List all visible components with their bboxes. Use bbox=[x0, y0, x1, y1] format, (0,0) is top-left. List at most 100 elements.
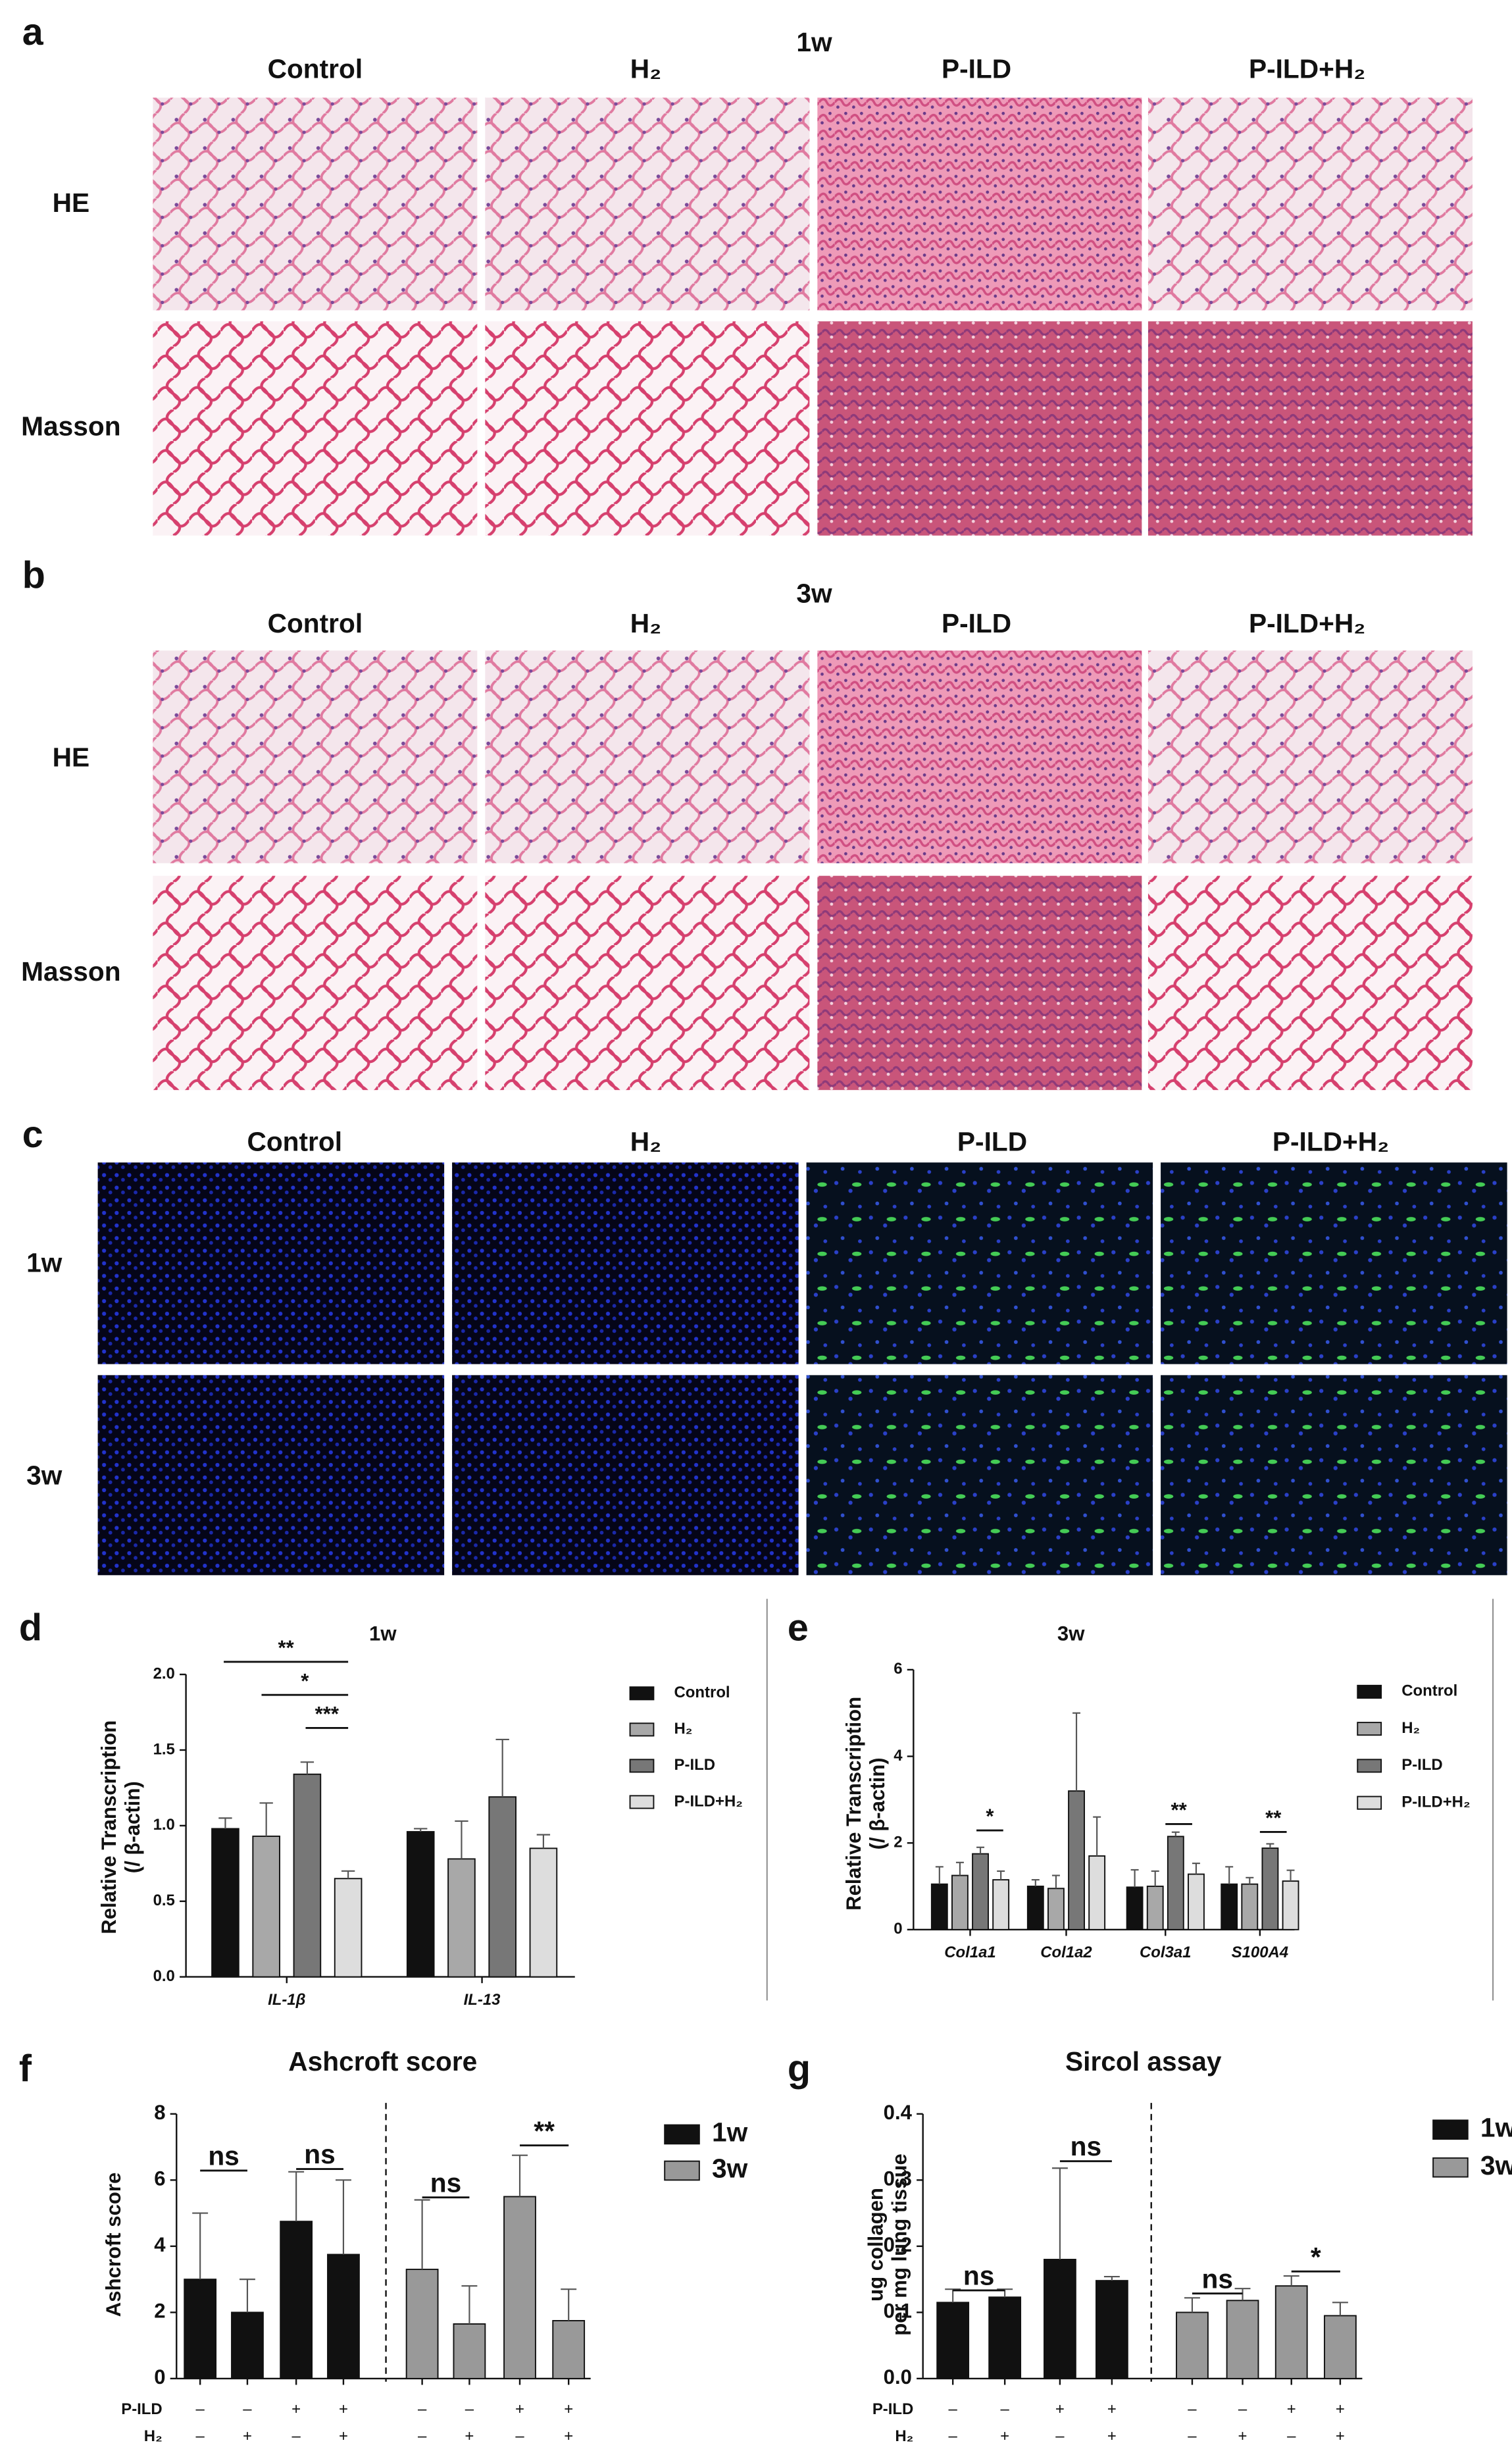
bar bbox=[293, 1773, 322, 1978]
legend-label: H₂ bbox=[1401, 1719, 1420, 1737]
y-tick-label: 0 bbox=[154, 2365, 165, 2388]
condition-name: P-ILD bbox=[872, 2400, 913, 2418]
row-label: Masson bbox=[21, 411, 120, 442]
bar bbox=[280, 2221, 313, 2379]
micrograph bbox=[452, 1162, 799, 1364]
x-tick-label: S100A4 bbox=[1232, 1944, 1288, 1961]
bar bbox=[327, 2254, 360, 2379]
significance-label: ns bbox=[1071, 2131, 1101, 2161]
condition-mark: – bbox=[291, 2427, 301, 2445]
y-axis-label: (/ β-actin) bbox=[866, 1757, 889, 1849]
bar bbox=[1324, 2315, 1357, 2379]
column-header: H₂ bbox=[630, 608, 661, 638]
condition-mark: + bbox=[243, 2427, 252, 2445]
micrograph bbox=[153, 97, 478, 311]
condition-mark: – bbox=[1055, 2427, 1065, 2445]
bar bbox=[988, 2296, 1022, 2379]
bar bbox=[1241, 1883, 1259, 1930]
bar bbox=[1047, 1888, 1065, 1930]
legend-swatch bbox=[629, 1686, 655, 1701]
significance-label: ns bbox=[963, 2260, 994, 2290]
y-tick-label: 2 bbox=[894, 1834, 902, 1851]
legend-swatch bbox=[1357, 1684, 1382, 1699]
chart-title: Ashcroft score bbox=[288, 2046, 477, 2077]
condition-mark: + bbox=[1107, 2400, 1117, 2418]
y-tick-label: 0.2 bbox=[884, 2233, 912, 2256]
significance-label: * bbox=[1311, 2242, 1321, 2272]
micrograph bbox=[806, 1375, 1153, 1576]
micrograph bbox=[817, 875, 1142, 1091]
y-axis-label: (/ β-actin) bbox=[121, 1781, 144, 1873]
panel-label: f bbox=[19, 2048, 32, 2090]
y-tick-label: 0.4 bbox=[884, 2101, 913, 2124]
micrograph bbox=[1147, 875, 1473, 1091]
bar bbox=[184, 2279, 217, 2379]
micrograph bbox=[806, 1162, 1153, 1364]
y-axis-label: per mg lung tissue bbox=[888, 2154, 911, 2336]
chart-title: 1w bbox=[369, 1622, 397, 1645]
y-tick-label: 0.1 bbox=[884, 2300, 912, 2323]
micrograph bbox=[1161, 1162, 1507, 1364]
condition-mark: + bbox=[1000, 2427, 1009, 2445]
condition-mark: – bbox=[243, 2400, 252, 2418]
panel-label: d bbox=[19, 1607, 42, 1649]
condition-mark: + bbox=[1336, 2400, 1345, 2418]
bar bbox=[334, 1878, 363, 1978]
y-tick-label: 2 bbox=[154, 2300, 165, 2323]
significance-label: ns bbox=[430, 2167, 461, 2198]
micrograph bbox=[1161, 1375, 1507, 1576]
micrograph bbox=[153, 650, 478, 864]
column-header: P-ILD bbox=[942, 53, 1011, 84]
bar bbox=[1188, 1873, 1205, 1930]
micrograph bbox=[153, 875, 478, 1091]
column-header: H₂ bbox=[630, 1126, 661, 1156]
bar bbox=[252, 1835, 280, 1978]
column-header: P-ILD+H₂ bbox=[1273, 1126, 1389, 1156]
significance-label: ns bbox=[208, 2141, 239, 2171]
y-tick-label: 6 bbox=[894, 1660, 902, 1678]
legend-label: P-ILD bbox=[674, 1756, 715, 1774]
y-axis-label: Relative Transcription bbox=[97, 1720, 120, 1934]
significance-label: ** bbox=[534, 2115, 555, 2146]
condition-mark: + bbox=[339, 2400, 348, 2418]
micrograph bbox=[817, 97, 1142, 311]
bar bbox=[1282, 1880, 1299, 1930]
condition-mark: – bbox=[418, 2427, 427, 2445]
column-header: P-ILD bbox=[942, 608, 1011, 638]
panel-label: a bbox=[22, 11, 44, 53]
condition-mark: + bbox=[564, 2427, 573, 2445]
condition-mark: – bbox=[196, 2427, 205, 2445]
bar bbox=[231, 2311, 264, 2379]
y-axis-label: Relative Transcription bbox=[842, 1697, 865, 1911]
bar bbox=[972, 1853, 989, 1930]
condition-name: H₂ bbox=[895, 2427, 913, 2445]
y-tick-label: 4 bbox=[894, 1747, 903, 1765]
micrograph bbox=[1147, 97, 1473, 311]
y-tick-label: 6 bbox=[154, 2167, 165, 2190]
bar bbox=[406, 1831, 435, 1978]
column-header: H₂ bbox=[630, 53, 661, 84]
significance-label: ** bbox=[1265, 1806, 1282, 1829]
y-tick-label: 0.5 bbox=[153, 1892, 175, 1909]
bar bbox=[1261, 1847, 1279, 1930]
y-tick-label: 1.5 bbox=[153, 1740, 175, 1758]
bar bbox=[1088, 1855, 1106, 1930]
legend-label: P-ILD+H₂ bbox=[674, 1792, 743, 1810]
bar bbox=[552, 2319, 586, 2379]
significance-label: ** bbox=[1171, 1799, 1187, 1822]
x-tick-label: Col1a2 bbox=[1040, 1944, 1092, 1961]
legend-swatch bbox=[664, 2124, 700, 2145]
bar bbox=[1221, 1883, 1238, 1930]
legend-swatch bbox=[1357, 1795, 1382, 1810]
bar bbox=[1146, 1886, 1164, 1930]
legend-label: Control bbox=[1401, 1682, 1457, 1700]
x-tick-label: IL-1β bbox=[268, 1991, 306, 2009]
legend-label: 1w bbox=[1480, 2113, 1512, 2143]
row-label: HE bbox=[53, 742, 89, 772]
y-tick-label: 0.3 bbox=[884, 2167, 912, 2190]
panel-label: c bbox=[22, 1114, 43, 1156]
micrograph bbox=[817, 321, 1142, 536]
bar bbox=[503, 2196, 536, 2379]
significance-label: *** bbox=[315, 1703, 340, 1726]
